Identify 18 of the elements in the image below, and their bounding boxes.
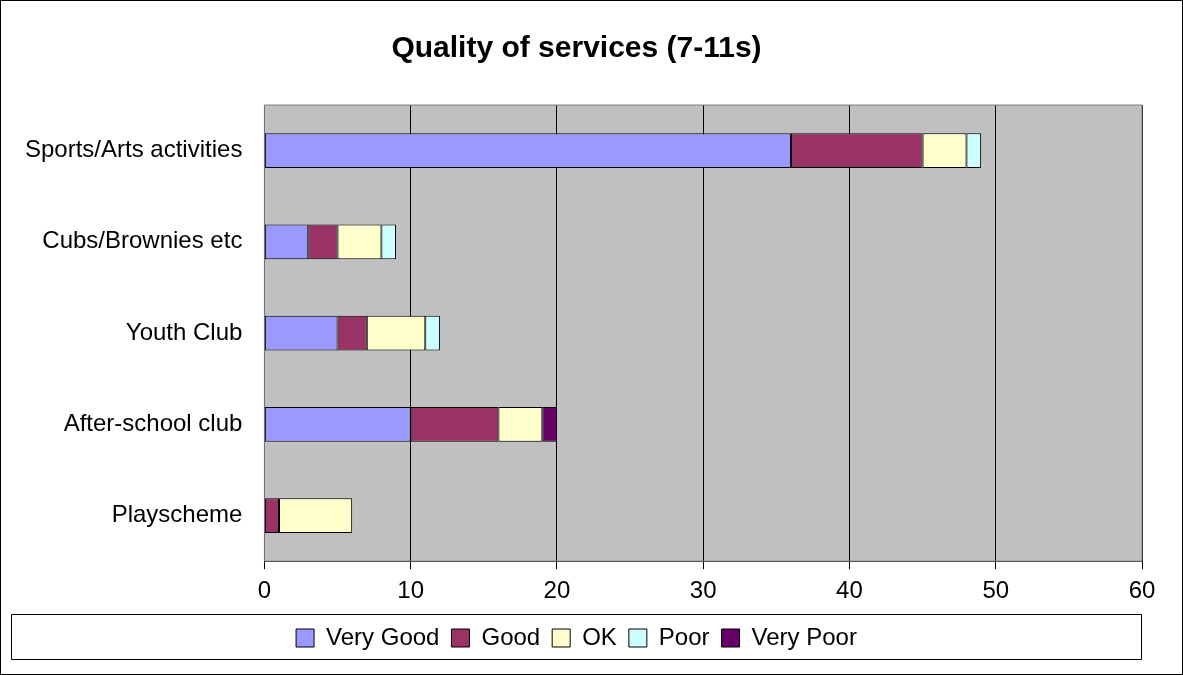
legend-label: Very Good — [326, 622, 440, 650]
chart-title: Quality of services (7-11s) — [391, 30, 762, 64]
y-tick-label: Sports/Arts activities — [24, 135, 243, 163]
legend-label: Poor — [658, 622, 710, 650]
x-tick-label: 20 — [543, 576, 571, 604]
legend-label: Very Poor — [751, 622, 857, 650]
y-tick-label: Playscheme — [111, 500, 243, 528]
x-tick-label: 30 — [689, 576, 717, 604]
x-tick-label: 50 — [982, 576, 1010, 604]
y-tick-label: After-school club — [63, 408, 243, 436]
y-tick-label: Youth Club — [125, 317, 243, 345]
x-tick-label: 10 — [397, 576, 425, 604]
x-tick-label: 60 — [1128, 576, 1156, 604]
x-tick-label: 0 — [257, 576, 272, 604]
x-tick-label: 40 — [836, 576, 863, 604]
legend-label: OK — [582, 622, 617, 650]
legend-label: Good — [481, 622, 541, 650]
y-tick-label: Cubs/Brownies etc — [42, 226, 243, 254]
